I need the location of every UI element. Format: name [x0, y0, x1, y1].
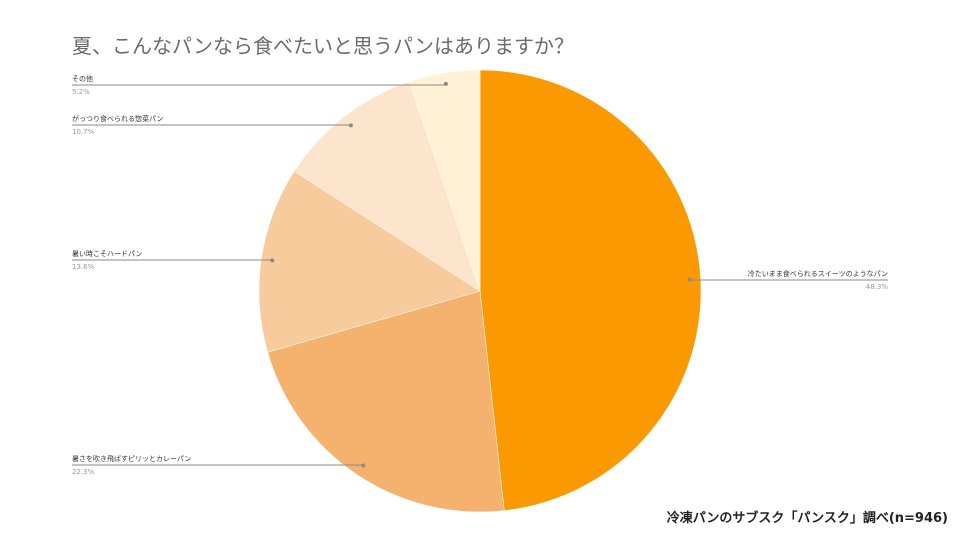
- callout-line-0: [689, 279, 888, 281]
- slice-value-2: 13.6%: [72, 263, 95, 271]
- slice-value-1: 22.3%: [72, 468, 95, 476]
- pie-slices: [258, 69, 702, 513]
- callout-dot-3: [348, 123, 353, 128]
- source-note: 冷凍パンのサブスク「パンスク」調べ(n=946): [666, 511, 948, 526]
- slice-label-0: 冷たいまま食べられるスイーツのようなパン: [748, 269, 888, 278]
- callout-line-4: [72, 83, 447, 86]
- callout-dot-0: [687, 277, 692, 282]
- chart-title: 夏、こんなパンなら食べたいと思うパンはありますか？: [72, 34, 574, 58]
- slice-label-4: その他: [72, 74, 93, 83]
- pie-slice-4: [408, 69, 481, 292]
- pie-slice-2: [258, 170, 481, 353]
- callout-dot-2: [270, 258, 275, 263]
- callout-dot-1: [361, 463, 366, 468]
- slice-label-3: がっつり食べられる惣菜パン: [72, 114, 163, 123]
- slice-label-1: 暑さを吹き飛ばすピリッとカレーパン: [72, 454, 191, 463]
- slice-value-3: 10.7%: [72, 128, 95, 136]
- callout-dot-4: [443, 81, 448, 86]
- pie-callouts: 冷たいまま食べられるスイーツのようなパン 48.3% 暑さを吹き飛ばすピリッとカレー…: [72, 74, 888, 476]
- slice-value-4: 5.2%: [72, 88, 90, 96]
- pie-slice-0: [479, 69, 702, 511]
- pie-slice-1: [267, 290, 505, 513]
- slice-value-0: 48.3%: [866, 283, 889, 291]
- slice-label-2: 暑い時こそハードパン: [72, 250, 142, 258]
